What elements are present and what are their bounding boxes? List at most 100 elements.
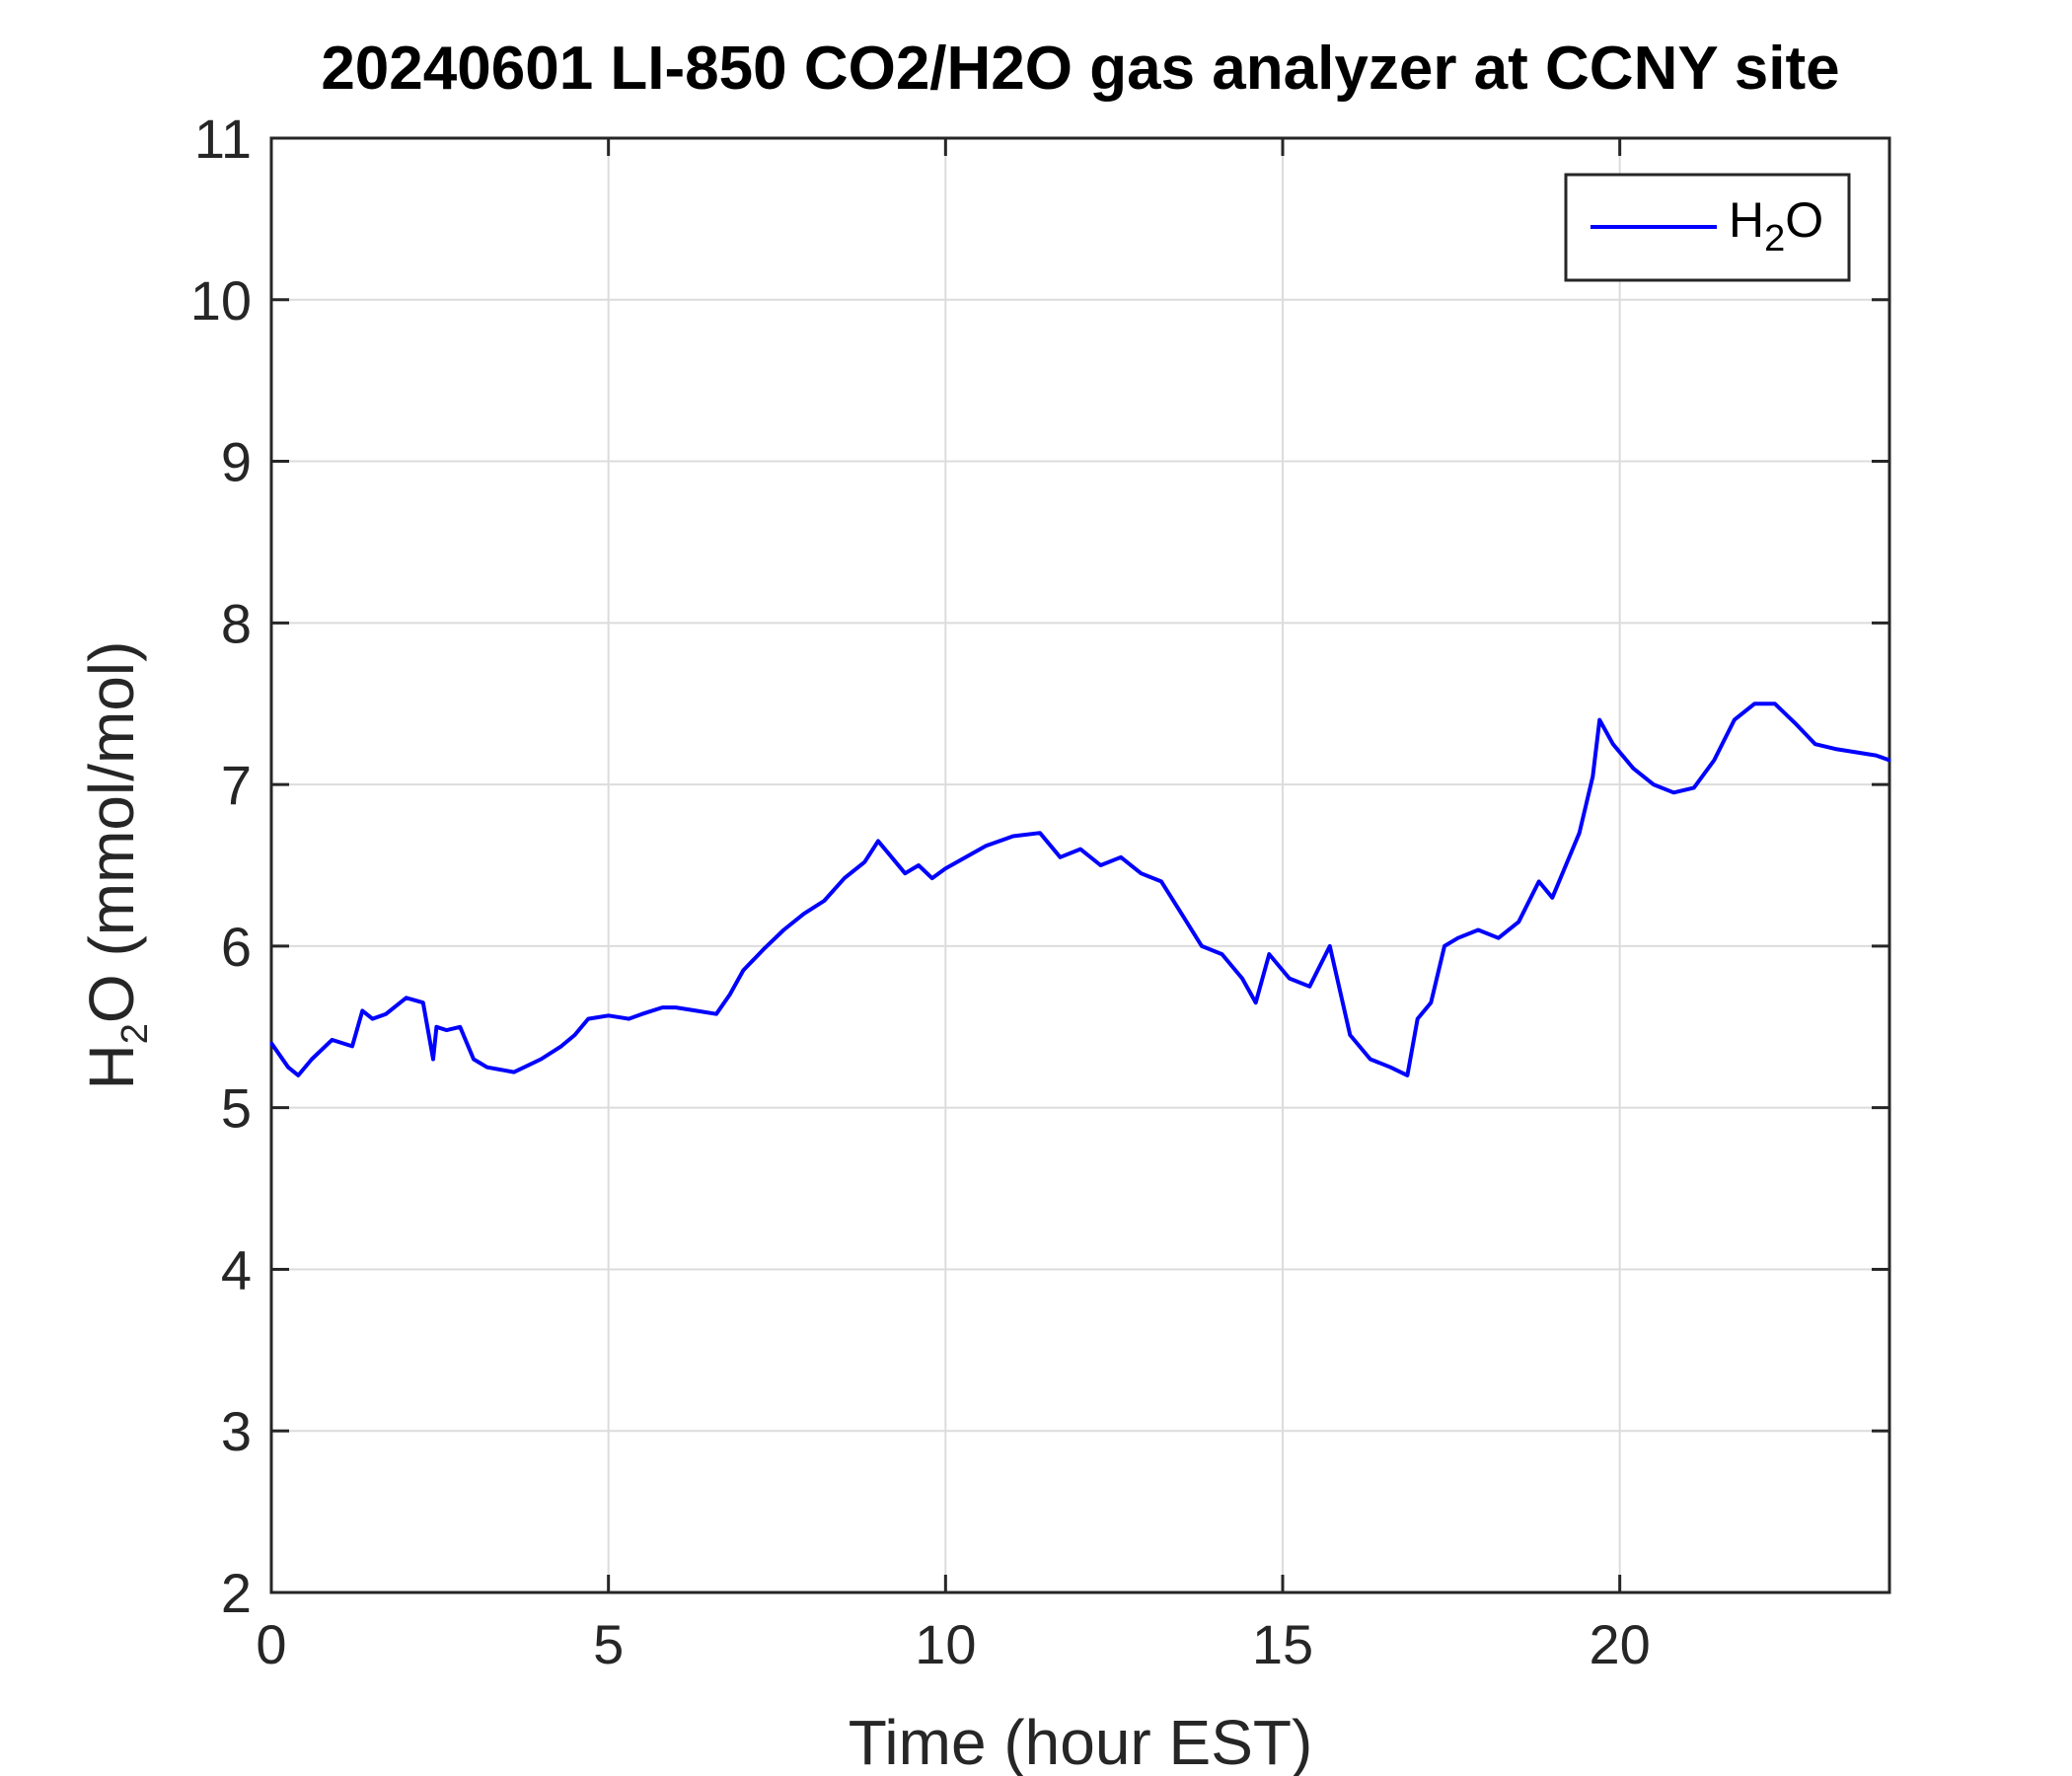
data-point-h2o xyxy=(890,855,894,859)
data-point-h2o xyxy=(445,1028,449,1032)
data-point-h2o xyxy=(1752,702,1756,705)
y-tick-label: 2 xyxy=(221,1562,252,1624)
data-point-h2o xyxy=(269,1041,273,1045)
y-tick-label: 10 xyxy=(190,269,252,332)
data-point-h2o xyxy=(822,899,826,903)
data-point-h2o xyxy=(1712,759,1716,762)
series-layer xyxy=(269,702,1891,1077)
data-point-h2o xyxy=(762,947,766,951)
data-point-h2o xyxy=(607,1013,611,1017)
data-point-h2o xyxy=(1140,871,1143,875)
data-point-h2o xyxy=(1288,977,1292,981)
series-line-h2o xyxy=(269,702,1890,1077)
data-point-h2o xyxy=(1429,1000,1433,1004)
x-axis-label: Time (hour EST) xyxy=(849,1707,1313,1776)
data-point-h2o xyxy=(1416,1017,1420,1021)
x-tick-label: 10 xyxy=(915,1613,976,1675)
data-point-h2o xyxy=(917,863,921,867)
data-point-h2o xyxy=(1611,742,1615,746)
x-tick-label: 15 xyxy=(1252,1613,1313,1675)
data-point-h2o xyxy=(1692,785,1696,789)
data-point-h2o xyxy=(559,1044,563,1048)
y-tick-label: 11 xyxy=(194,108,252,170)
data-point-h2o xyxy=(1059,855,1062,859)
y-tick-label: 4 xyxy=(221,1238,252,1300)
chart-title: 20240601 LI-850 CO2/H2O gas analyzer at … xyxy=(321,35,1839,103)
y-tick-label: 7 xyxy=(221,754,252,816)
x-tick-label: 20 xyxy=(1590,1613,1651,1675)
data-point-h2o xyxy=(1597,718,1601,722)
data-point-h2o xyxy=(472,1058,476,1061)
data-point-h2o xyxy=(903,871,907,875)
data-point-h2o xyxy=(1254,1000,1258,1004)
data-point-h2o xyxy=(1200,944,1204,948)
data-point-h2o xyxy=(1405,1073,1409,1077)
data-point-h2o xyxy=(984,844,988,848)
data-point-h2o xyxy=(802,912,806,916)
data-point-h2o xyxy=(943,866,947,870)
data-point-h2o xyxy=(1591,775,1594,778)
data-point-h2o xyxy=(627,1017,630,1021)
data-point-h2o xyxy=(371,1017,374,1021)
y-tick-label: 3 xyxy=(221,1400,252,1462)
data-point-h2o xyxy=(1671,790,1675,794)
data-point-h2o xyxy=(1388,1066,1392,1070)
data-point-h2o xyxy=(539,1058,543,1061)
legend: H2O xyxy=(1564,173,1851,282)
data-point-h2o xyxy=(1348,1033,1352,1037)
axes-box xyxy=(269,136,1891,1594)
data-point-h2o xyxy=(1813,742,1817,746)
data-point-h2o xyxy=(728,993,732,997)
y-axis-label-rest: O (mmol/mol) xyxy=(76,641,147,1024)
data-point-h2o xyxy=(1833,747,1837,751)
x-tick-label: 0 xyxy=(256,1613,286,1675)
data-point-h2o xyxy=(1550,896,1554,900)
y-tick-label: 8 xyxy=(221,592,252,654)
y-axis-label: H2O (mmol/mol) xyxy=(76,641,156,1090)
data-point-h2o xyxy=(862,860,866,864)
legend-label-rest: O xyxy=(1785,192,1823,248)
data-point-h2o xyxy=(331,1038,333,1042)
data-point-h2o xyxy=(1874,754,1878,758)
data-point-h2o xyxy=(1793,721,1797,725)
data-point-h2o xyxy=(1476,928,1480,931)
data-point-h2o xyxy=(1773,702,1777,705)
data-point-h2o xyxy=(930,876,934,880)
data-point-h2o xyxy=(350,1044,354,1048)
data-point-h2o xyxy=(1038,831,1042,835)
data-point-h2o xyxy=(1011,835,1015,838)
data-point-h2o xyxy=(512,1071,516,1074)
data-point-h2o xyxy=(573,1033,576,1037)
data-point-h2o xyxy=(434,1025,438,1029)
data-point-h2o xyxy=(384,1012,388,1016)
data-point-h2o xyxy=(1159,879,1163,883)
x-tick-labels: 0 5 10 15 20 xyxy=(256,1613,1650,1675)
data-point-h2o xyxy=(714,1012,718,1016)
data-point-h2o xyxy=(660,1005,664,1009)
data-point-h2o xyxy=(1631,767,1635,771)
data-point-h2o xyxy=(1078,848,1082,851)
data-point-h2o xyxy=(1578,831,1582,835)
data-point-h2o xyxy=(1887,759,1891,762)
plot-area xyxy=(271,138,1889,1592)
legend-label-subscript: 2 xyxy=(1764,218,1785,259)
data-point-h2o xyxy=(1267,952,1271,956)
y-tick-label: 6 xyxy=(221,916,252,978)
data-point-h2o xyxy=(1854,750,1858,754)
data-point-h2o xyxy=(1180,912,1183,916)
data-point-h2o xyxy=(586,1017,590,1021)
data-point-h2o xyxy=(674,1005,678,1009)
data-point-h2o xyxy=(1369,1058,1372,1061)
x-tick-label: 5 xyxy=(593,1613,624,1675)
data-point-h2o xyxy=(1564,863,1568,867)
data-point-h2o xyxy=(1733,718,1737,722)
legend-label-h2o: H2O xyxy=(1729,192,1823,259)
data-point-h2o xyxy=(405,996,408,999)
data-point-h2o xyxy=(1307,985,1311,989)
y-tick-label: 5 xyxy=(221,1077,252,1140)
data-point-h2o xyxy=(296,1073,300,1077)
data-point-h2o xyxy=(1240,977,1244,981)
data-point-h2o xyxy=(1443,944,1446,948)
data-point-h2o xyxy=(286,1066,290,1070)
data-point-h2o xyxy=(876,839,880,843)
